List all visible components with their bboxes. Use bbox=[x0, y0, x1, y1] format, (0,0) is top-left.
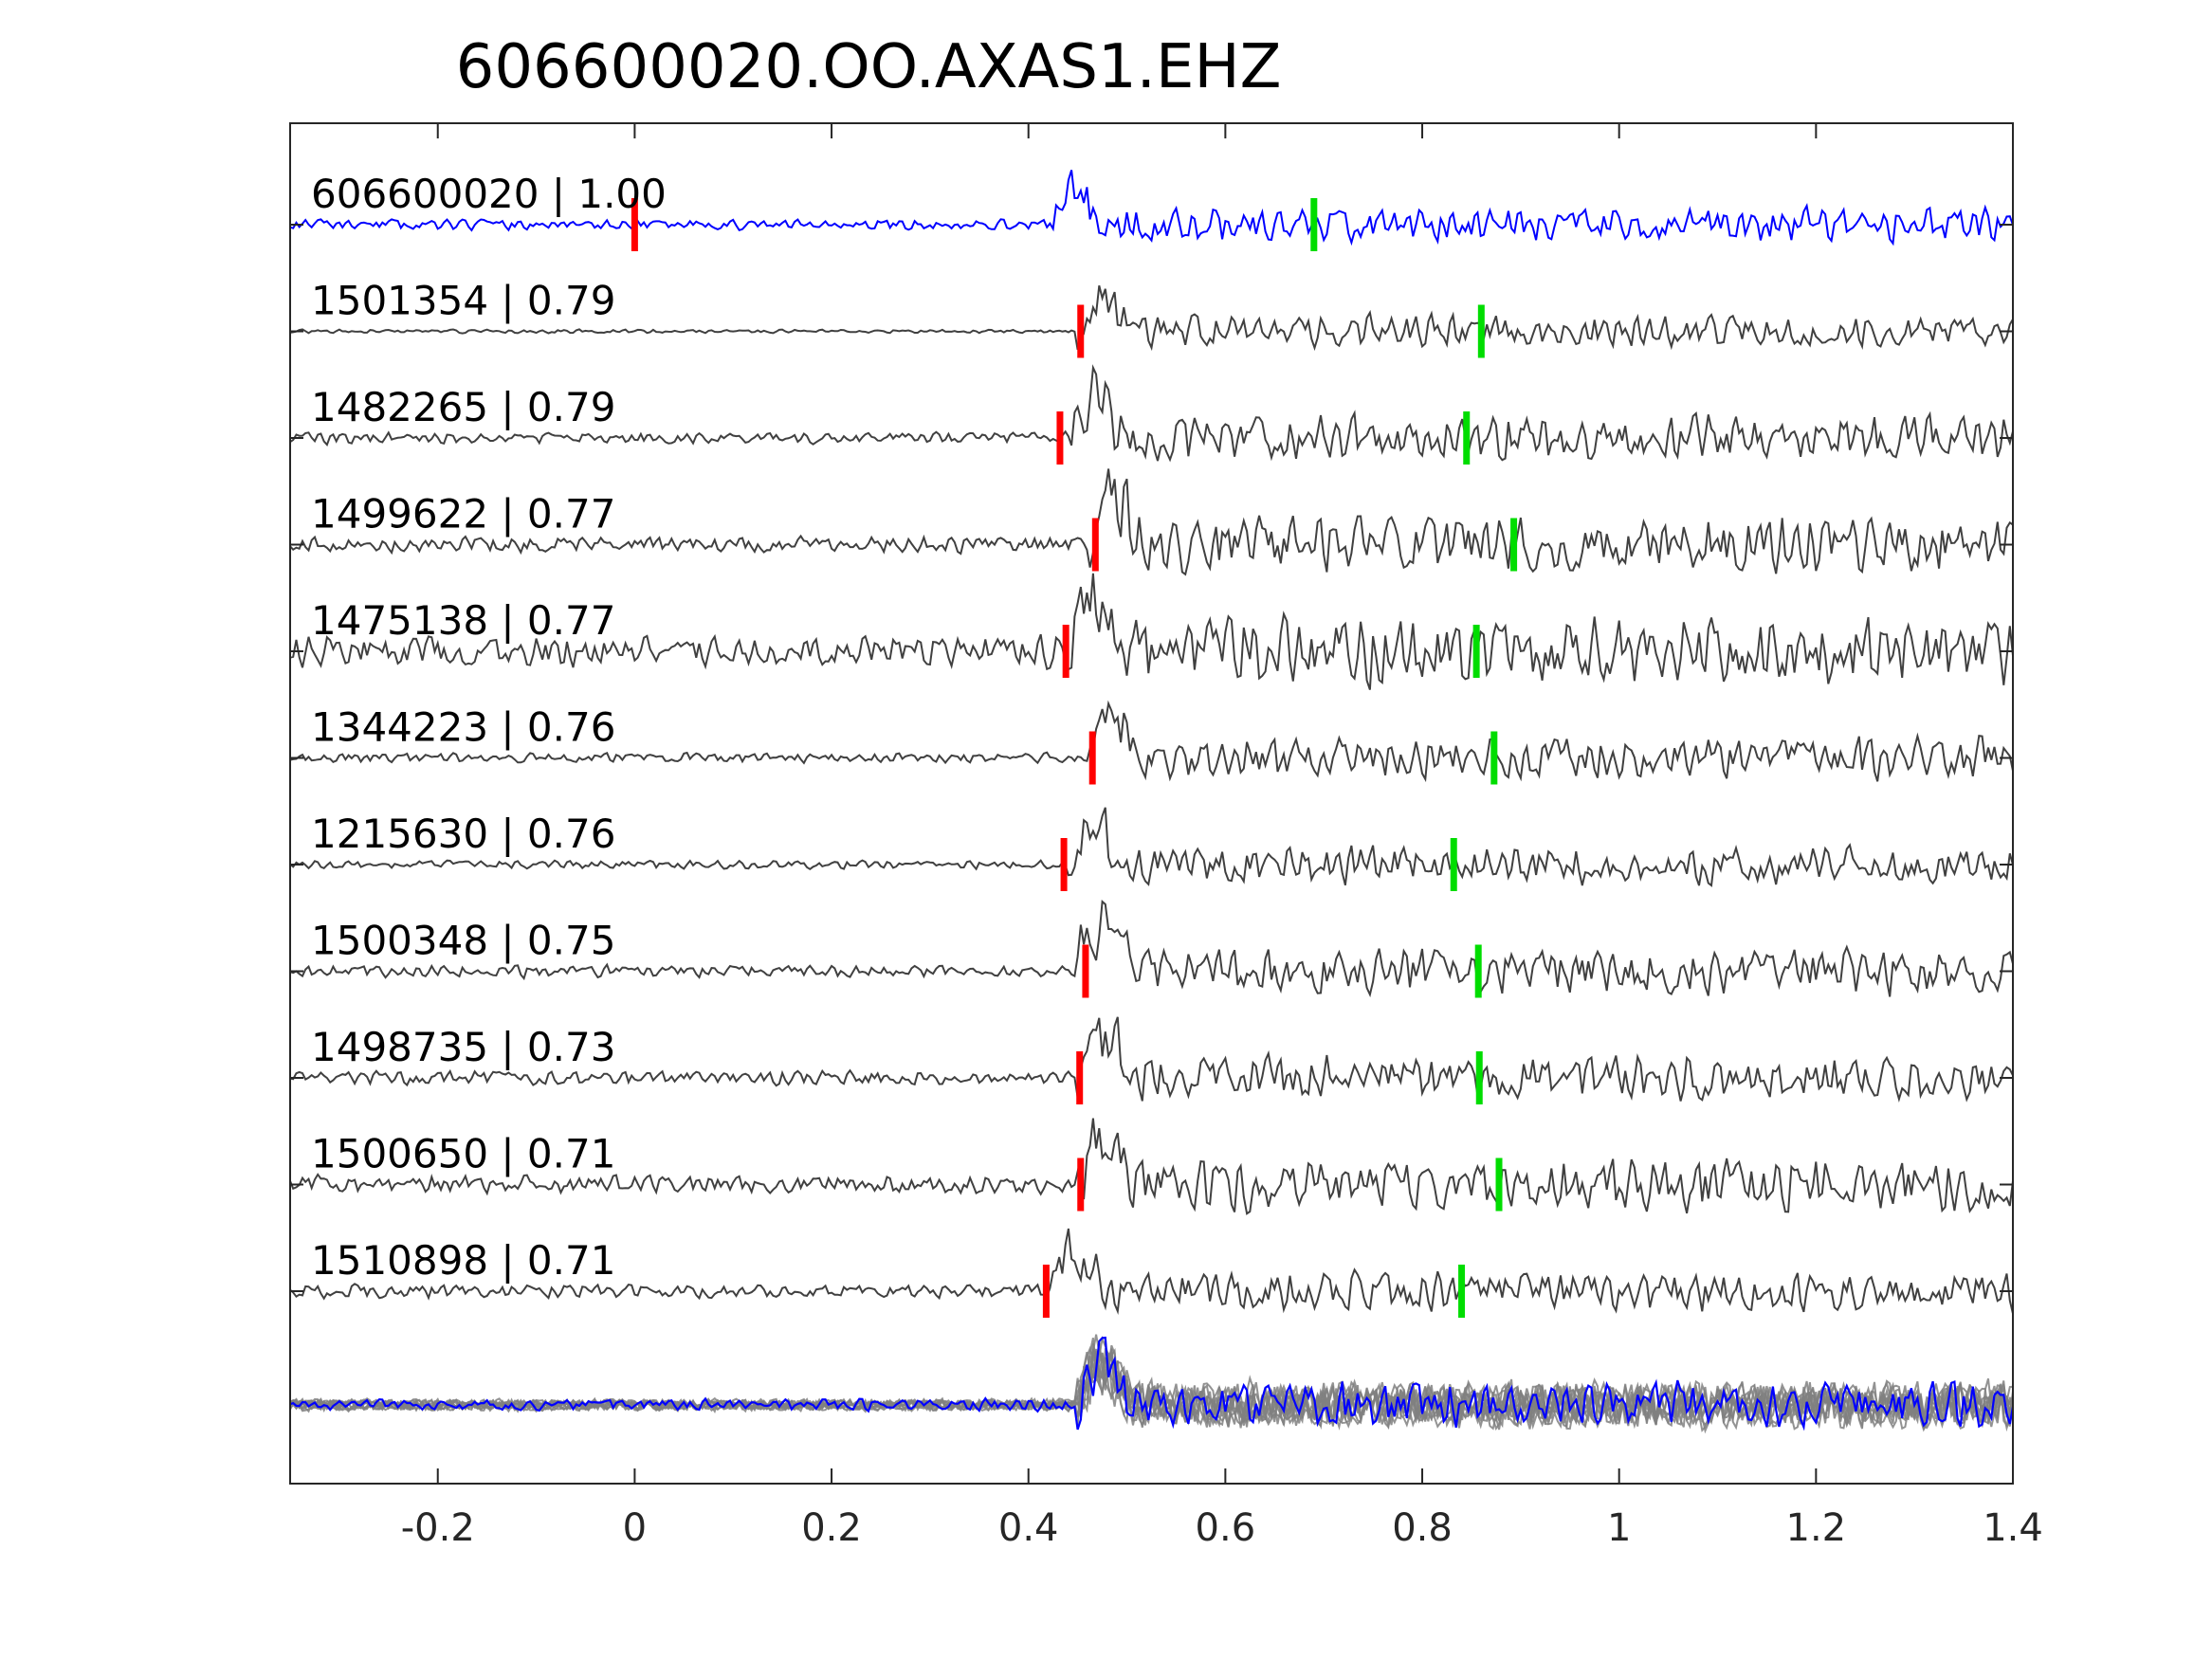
trace-1482265 bbox=[289, 364, 2014, 463]
trace-606600020 bbox=[289, 170, 2014, 246]
x-axis-ticks: -0.2 0 0.2 0.4 0.6 0.8 1 1.2 1.4 bbox=[401, 123, 2043, 1550]
trace-1344223 bbox=[289, 700, 2014, 783]
x-tick-label: 1 bbox=[1607, 1506, 1631, 1550]
trace-1510898 bbox=[289, 1228, 2014, 1315]
trace-label-1500348: 1500348 | 0.75 bbox=[311, 918, 615, 964]
axes bbox=[289, 122, 2014, 1485]
trace-label-layer: 606600020 | 1.00 1501354 | 0.79 1482265 | … bbox=[311, 171, 667, 1284]
trace-label-1475138: 1475138 | 0.77 bbox=[311, 597, 615, 644]
x-tick-label: 0.6 bbox=[1196, 1506, 1256, 1550]
trace-label-1344223: 1344223 | 0.76 bbox=[311, 704, 615, 751]
stack-trace-1498735 bbox=[289, 1334, 2014, 1432]
x-tick-label: 0.4 bbox=[998, 1506, 1059, 1550]
x-tick-label: 0.8 bbox=[1392, 1506, 1453, 1550]
trace-1475138 bbox=[289, 573, 2014, 690]
trace-1501354 bbox=[289, 284, 2014, 352]
trace-label-606600020: 606600020 | 1.00 bbox=[311, 171, 667, 217]
trace-layer bbox=[289, 170, 2014, 1318]
trace-label-1498735: 1498735 | 0.73 bbox=[311, 1024, 615, 1070]
stack-layer bbox=[289, 1334, 2015, 1434]
trace-1500650 bbox=[289, 1118, 2014, 1215]
x-tick-label: 0 bbox=[623, 1506, 647, 1550]
trace-label-1501354: 1501354 | 0.79 bbox=[311, 278, 615, 324]
trace-label-1215630: 1215630 | 0.76 bbox=[311, 811, 615, 857]
trace-1500348 bbox=[289, 900, 2014, 998]
chart-title: 606600020.OO.AXAS1.EHZ bbox=[456, 32, 1282, 102]
trace-label-1499622: 1499622 | 0.77 bbox=[311, 491, 615, 538]
x-tick-label: -0.2 bbox=[401, 1506, 475, 1550]
trace-label-1482265: 1482265 | 0.79 bbox=[311, 384, 615, 430]
x-tick-label: 0.2 bbox=[801, 1506, 862, 1550]
x-tick-label: 1.4 bbox=[1983, 1506, 2043, 1550]
stack-template-trace bbox=[289, 1336, 2015, 1431]
trace-label-1510898: 1510898 | 0.71 bbox=[311, 1237, 615, 1284]
plot-frame bbox=[289, 122, 2014, 1485]
stack-trace-1510898 bbox=[289, 1337, 2014, 1431]
trace-label-1500650: 1500650 | 0.71 bbox=[311, 1131, 615, 1177]
trace-1499622 bbox=[289, 468, 2014, 576]
x-tick-label: 1.2 bbox=[1786, 1506, 1847, 1550]
trace-1498735 bbox=[289, 1016, 2014, 1103]
trace-1215630 bbox=[289, 807, 2014, 887]
